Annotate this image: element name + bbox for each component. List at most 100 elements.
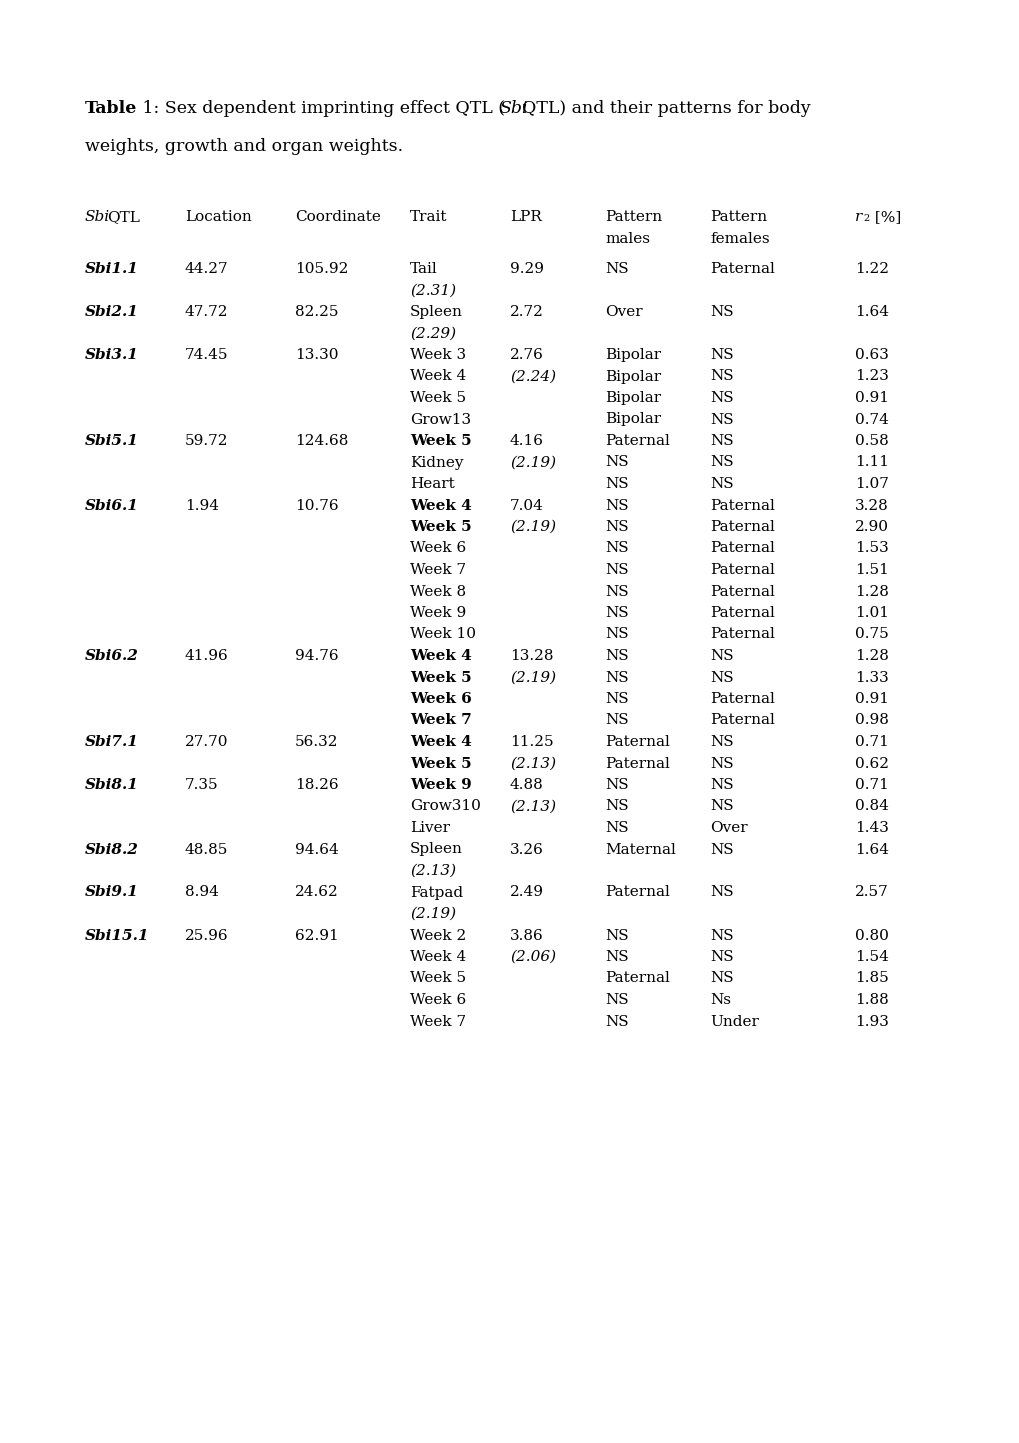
Text: Sbi15.1: Sbi15.1 [85,928,150,942]
Text: Heart: Heart [410,478,454,491]
Text: Paternal: Paternal [709,713,774,727]
Text: NS: NS [604,478,628,491]
Text: 13.30: 13.30 [294,348,338,362]
Text: (2.19): (2.19) [510,671,555,684]
Text: NS: NS [604,928,628,942]
Text: 7.04: 7.04 [510,498,543,512]
Text: Paternal: Paternal [709,519,774,534]
Text: 25.96: 25.96 [184,928,228,942]
Text: 3.86: 3.86 [510,928,543,942]
Text: 0.63: 0.63 [854,348,888,362]
Text: 1.51: 1.51 [854,563,888,577]
Text: Paternal: Paternal [604,971,669,986]
Text: NS: NS [604,713,628,727]
Text: Sbi2.1: Sbi2.1 [85,304,139,319]
Text: 1.11: 1.11 [854,456,889,469]
Text: Spleen: Spleen [410,843,463,857]
Text: Week 10: Week 10 [410,628,476,642]
Text: Paternal: Paternal [709,628,774,642]
Text: 1.94: 1.94 [184,498,219,512]
Text: 4.88: 4.88 [510,778,543,792]
Text: 0.91: 0.91 [854,693,889,706]
Text: QTL: QTL [107,211,140,224]
Text: Location: Location [184,211,252,224]
Text: 82.25: 82.25 [294,304,338,319]
Text: NS: NS [709,369,733,384]
Text: Grow13: Grow13 [410,413,471,427]
Text: NS: NS [709,304,733,319]
Text: Grow310: Grow310 [410,799,480,814]
Text: NS: NS [604,693,628,706]
Text: (2.06): (2.06) [510,949,555,964]
Text: (2.19): (2.19) [510,519,555,534]
Text: NS: NS [604,949,628,964]
Text: Week 5: Week 5 [410,434,471,447]
Text: Bipolar: Bipolar [604,348,660,362]
Text: 0.62: 0.62 [854,756,889,771]
Text: 1.01: 1.01 [854,606,889,620]
Text: Week 9: Week 9 [410,606,466,620]
Text: 1.53: 1.53 [854,541,888,556]
Text: NS: NS [709,478,733,491]
Text: 1.33: 1.33 [854,671,888,684]
Text: (2.31): (2.31) [410,283,455,297]
Text: NS: NS [604,671,628,684]
Text: Paternal: Paternal [604,756,669,771]
Text: 94.76: 94.76 [294,649,338,662]
Text: NS: NS [604,563,628,577]
Text: 2.72: 2.72 [510,304,543,319]
Text: QTL) and their patterns for body: QTL) and their patterns for body [522,100,810,117]
Text: Paternal: Paternal [604,434,669,447]
Text: NS: NS [709,928,733,942]
Text: 2: 2 [862,214,868,224]
Text: Week 4: Week 4 [410,369,466,384]
Text: 7.35: 7.35 [184,778,218,792]
Text: 8.94: 8.94 [184,886,219,899]
Text: 1.54: 1.54 [854,949,888,964]
Text: 1.43: 1.43 [854,821,888,835]
Text: Week 5: Week 5 [410,391,466,405]
Text: 59.72: 59.72 [184,434,228,447]
Text: 44.27: 44.27 [184,263,228,276]
Text: Sbi9.1: Sbi9.1 [85,886,139,899]
Text: NS: NS [709,799,733,814]
Text: Week 7: Week 7 [410,1014,466,1029]
Text: Paternal: Paternal [709,584,774,599]
Text: Bipolar: Bipolar [604,369,660,384]
Text: 1.07: 1.07 [854,478,888,491]
Text: NS: NS [604,821,628,835]
Text: 2.57: 2.57 [854,886,888,899]
Text: 13.28: 13.28 [510,649,553,662]
Text: weights, growth and organ weights.: weights, growth and organ weights. [85,139,403,154]
Text: [%]: [%] [869,211,901,224]
Text: Paternal: Paternal [709,693,774,706]
Text: Sbi3.1: Sbi3.1 [85,348,139,362]
Text: Week 6: Week 6 [410,993,466,1007]
Text: 10.76: 10.76 [294,498,338,512]
Text: 74.45: 74.45 [184,348,228,362]
Text: Fatpad: Fatpad [410,886,463,899]
Text: NS: NS [709,434,733,447]
Text: 1.93: 1.93 [854,1014,888,1029]
Text: NS: NS [709,949,733,964]
Text: (2.13): (2.13) [510,756,555,771]
Text: Week 5: Week 5 [410,671,471,684]
Text: males: males [604,232,649,245]
Text: NS: NS [709,971,733,986]
Text: NS: NS [604,584,628,599]
Text: 4.16: 4.16 [510,434,543,447]
Text: Pattern: Pattern [709,211,766,224]
Text: Over: Over [604,304,642,319]
Text: Paternal: Paternal [709,541,774,556]
Text: Over: Over [709,821,747,835]
Text: Week 4: Week 4 [410,949,466,964]
Text: NS: NS [604,519,628,534]
Text: Coordinate: Coordinate [294,211,380,224]
Text: NS: NS [604,541,628,556]
Text: Week 6: Week 6 [410,693,471,706]
Text: Paternal: Paternal [604,886,669,899]
Text: NS: NS [709,778,733,792]
Text: NS: NS [709,413,733,427]
Text: Week 4: Week 4 [410,498,471,512]
Text: Week 6: Week 6 [410,541,466,556]
